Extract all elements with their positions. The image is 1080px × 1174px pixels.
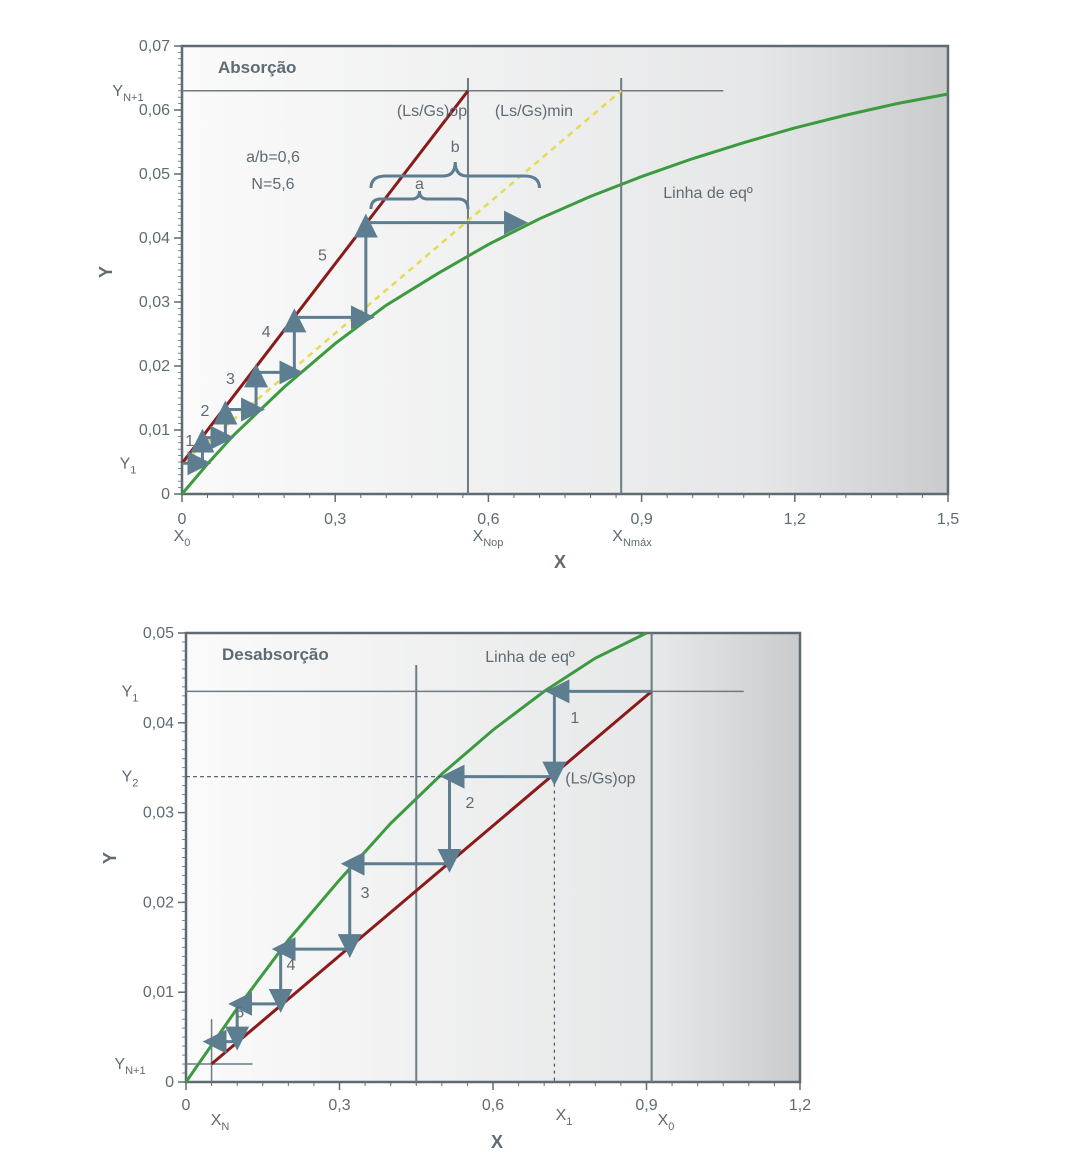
brace-a	[369, 190, 470, 210]
equilibrium-line	[180, 92, 949, 495]
op-line-label: (Ls/Gs)op	[565, 771, 635, 788]
x-marker-label: X0	[658, 1112, 675, 1133]
x-tick-label: 0,6	[482, 1097, 504, 1114]
x-tick-label: 1,5	[937, 511, 959, 528]
min-line-label: (Ls/Gs)min	[495, 103, 573, 120]
brace-b	[369, 161, 541, 189]
y-tick-label: 0	[165, 1074, 174, 1091]
y-tick-label: 0,04	[139, 230, 170, 247]
x-marker-label: X0	[174, 528, 191, 549]
y-tick-label: 0,02	[139, 358, 170, 375]
x-marker-label: XN	[211, 1112, 230, 1133]
y-marker-label: Y2	[122, 769, 139, 790]
step-label: 3	[226, 371, 235, 388]
panel-title: Desabsorção	[222, 645, 329, 664]
y-marker-label: Y1	[120, 455, 137, 476]
step-label: 3	[361, 885, 370, 902]
y-marker-label: YN+1	[114, 1056, 145, 1077]
x-axis-title: X	[491, 1132, 503, 1152]
y-tick-label: 0,05	[143, 625, 174, 642]
x-marker-label: X1	[556, 1107, 573, 1128]
y-tick-label: 0	[161, 486, 170, 503]
y-tick-label: 0,06	[139, 102, 170, 119]
y-tick-label: 0,04	[143, 715, 174, 732]
y-axis-title: Y	[100, 852, 120, 864]
step-label: 2	[466, 795, 475, 812]
x-tick-label: 1,2	[784, 511, 806, 528]
step-label: 5	[318, 247, 327, 264]
panel-title: Absorção	[218, 58, 296, 77]
stages-label: N=5,6	[251, 176, 294, 193]
step-label: 4	[262, 324, 271, 341]
y-marker-label: Y1	[122, 683, 139, 704]
y-tick-label: 0,01	[143, 984, 174, 1001]
y-tick-label: 0,01	[139, 422, 170, 439]
step-label: 4	[286, 957, 295, 974]
y-tick-label: 0,03	[139, 294, 170, 311]
step-label: 1	[185, 433, 194, 450]
step-label: 5	[235, 1004, 244, 1021]
x-tick-label: 0,6	[477, 511, 499, 528]
x-tick-label: 0	[178, 511, 187, 528]
chart-panel-absorption: Absorção 0 0,3 0,6 0,9 1,2 1,5 0 0,01 0,02 0,03 0,0…	[96, 38, 959, 572]
x-tick-label: 0,3	[324, 511, 346, 528]
y-marker-label: YN+1	[112, 83, 143, 104]
x-marker-label: XNop	[473, 528, 504, 549]
ratio-label: a/b=0,6	[246, 149, 300, 166]
step-label: 1	[570, 710, 579, 727]
equilibrium-label: Linha de eqº	[485, 649, 575, 666]
min-operating-line	[181, 89, 622, 465]
y-tick-label: 0,07	[139, 38, 170, 55]
x-tick-label: 0,9	[635, 1097, 657, 1114]
chart-panel-desorption: Desabsorção 0 0,3 0,6 0,9 1,2 0 0,01 0,02 0,03 0,0…	[100, 625, 811, 1152]
y-tick-label: 0,05	[139, 166, 170, 183]
equilibrium-label: Linha de eqº	[663, 185, 753, 202]
y-tick-label: 0,02	[143, 894, 174, 911]
x-tick-label: 1,2	[789, 1097, 811, 1114]
brace-a-label: a	[415, 176, 424, 193]
x-axis-title: X	[554, 552, 566, 572]
y-axis-title: Y	[96, 266, 116, 278]
brace-b-label: b	[451, 139, 460, 156]
step-label: 2	[201, 403, 210, 420]
y-tick-label: 0,03	[143, 805, 174, 822]
plot-area	[184, 631, 802, 1084]
x-tick-label: 0,9	[630, 511, 652, 528]
x-marker-label: XNmáx	[612, 528, 652, 549]
op-line-label: (Ls/Gs)op	[397, 103, 467, 120]
x-tick-label: 0,3	[328, 1097, 350, 1114]
x-tick-label: 0	[182, 1097, 191, 1114]
